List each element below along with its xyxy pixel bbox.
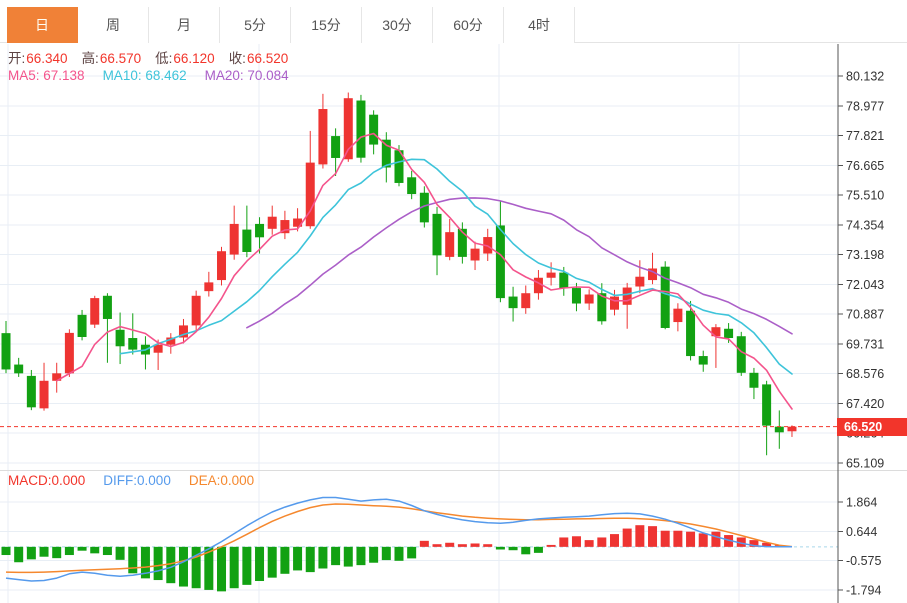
axis-tick-label: -0.575 (846, 554, 881, 568)
dea-line (5, 503, 793, 574)
open-label: 开: (8, 51, 26, 66)
high-label: 高: (81, 51, 99, 66)
tab-60min[interactable]: 60分 (433, 7, 504, 43)
axis-tick-label: 80.132 (846, 70, 884, 84)
ohlc-legend: 开:66.340 高:66.570 低:66.120 收:66.520 (8, 47, 302, 67)
axis-tick-label: 69.731 (846, 337, 884, 351)
diff-line (5, 496, 792, 582)
axis-tick-label: 72.043 (846, 278, 884, 292)
macd-legend: MACD:0.000 DIFF:0.000 DEA:0.000 (8, 473, 272, 488)
axis-tick-label: 73.198 (846, 248, 884, 262)
y-axis-labels: 80.132 78.977 77.821 76.665 75.510 74.354 73.1… (846, 70, 884, 598)
axis-tick-label: 74.354 (846, 218, 884, 232)
axis-tick-label: 70.887 (846, 308, 884, 322)
low-value: 66.120 (173, 51, 215, 66)
close-label: 收: (228, 51, 246, 66)
open-value: 66.340 (26, 51, 68, 66)
axis-tick-label: 67.420 (846, 397, 884, 411)
macd-histogram (1, 525, 784, 592)
tab-15min[interactable]: 15分 (291, 7, 362, 43)
last-price-value: 66.520 (844, 420, 883, 434)
candles-group (1, 92, 797, 456)
axis-tick-label: -1.794 (846, 584, 881, 598)
macd-legend-item: MACD:0.000 (8, 473, 86, 488)
axis-tick-label: 0.644 (846, 525, 877, 539)
tab-30min[interactable]: 30分 (362, 7, 433, 43)
tab-5min[interactable]: 5分 (220, 7, 291, 43)
ma5-line (55, 132, 793, 410)
y-axis-ticks (838, 75, 843, 591)
tab-week[interactable]: 周 (78, 7, 149, 43)
axis-tick-label: 68.576 (846, 367, 884, 381)
dea-legend-item: DEA:0.000 (188, 473, 255, 488)
diff-legend-item: DIFF:0.000 (103, 473, 171, 488)
ma10-line (119, 158, 793, 375)
axis-tick-label: 76.665 (846, 159, 884, 173)
tab-day[interactable]: 日 (7, 7, 78, 43)
axis-tick-label: 1.864 (846, 496, 877, 510)
gridlines (0, 44, 838, 603)
axis-tick-label: 75.510 (846, 189, 884, 203)
ma-legend: MA5: 67.138 MA10: 68.462 MA20: 70.084 (8, 68, 307, 83)
tab-month[interactable]: 月 (149, 7, 220, 43)
axis-tick-label: 77.821 (846, 129, 884, 143)
period-tabbar: 日周月 5分 15分 30分 60分 4时 (0, 0, 907, 43)
axis-tick-label: 65.109 (846, 456, 884, 470)
tab-4hour[interactable]: 4时 (504, 7, 575, 43)
ma5-legend-item: MA5: 67.138 (8, 68, 85, 83)
ma10-legend-item: MA10: 68.462 (102, 68, 187, 83)
close-value: 66.520 (246, 51, 289, 66)
high-value: 66.570 (99, 51, 142, 66)
low-label: 低: (155, 51, 173, 66)
ma20-legend-item: MA20: 70.084 (204, 68, 289, 83)
ma20-line (246, 197, 793, 335)
last-price-badge: 66.520 (837, 418, 907, 436)
axis-tick-label: 78.977 (846, 99, 884, 113)
